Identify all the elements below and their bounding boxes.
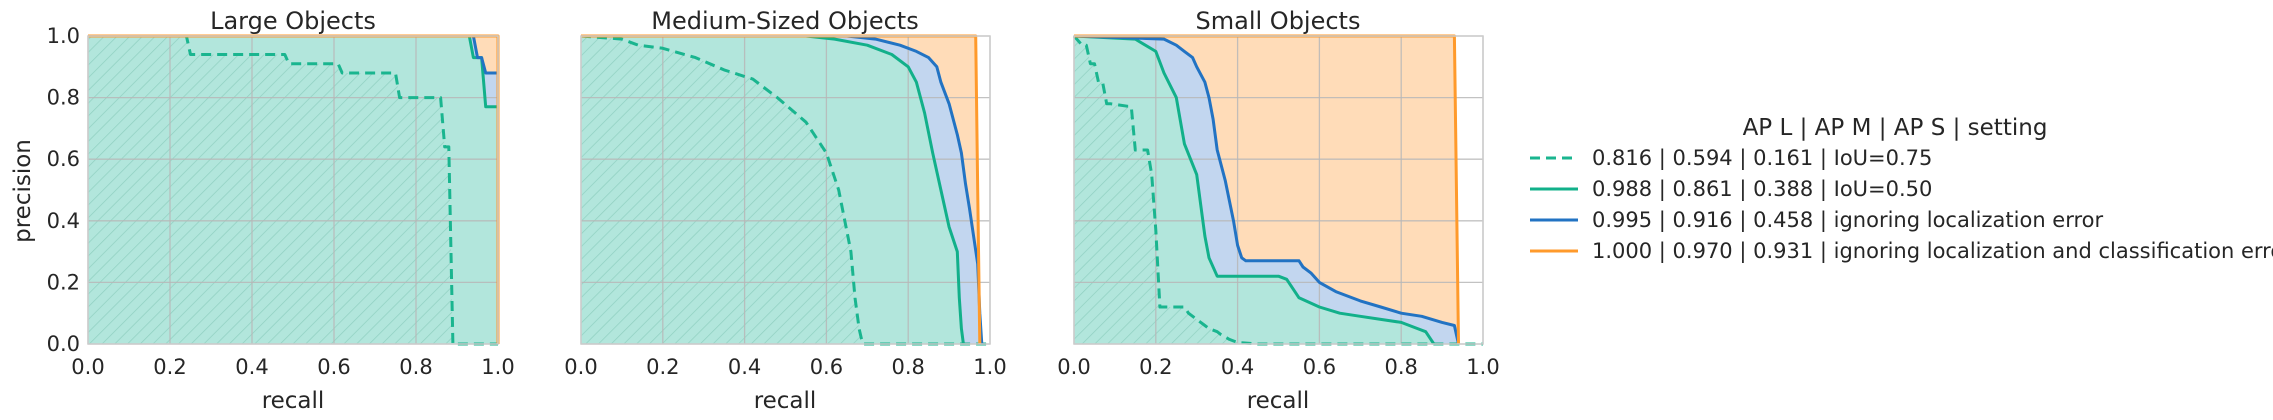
plot-medium-objects: 0.0 0.2 0.4 0.6 0.8 1.0 <box>564 34 1007 379</box>
legend: AP L | AP M | AP S | setting 0.816 | 0.5… <box>1530 115 2273 264</box>
y-axis-label: precision <box>10 139 36 243</box>
plot-frame <box>1073 35 1484 345</box>
series-line-iou50 <box>1073 34 1436 345</box>
plot-large-objects: 0.0 0.2 0.4 0.6 0.8 1.0 0.0 0.2 0.4 0.6 0.8 1.0 <box>47 24 515 379</box>
x-tick-label: 0.2 <box>153 355 186 379</box>
x-axis-label-medium: recall <box>754 388 817 414</box>
x-tick-label: 0.4 <box>1221 355 1254 379</box>
x-tick-label: 0.0 <box>71 355 104 379</box>
x-tick-label: 0.2 <box>1139 355 1172 379</box>
series-line-ign-loc <box>1073 34 1460 345</box>
x-tick-label: 0.0 <box>1057 355 1090 379</box>
x-tick-label: 1.0 <box>973 355 1006 379</box>
x-tick-label: 0.6 <box>317 355 350 379</box>
x-tick-label: 0.6 <box>1303 355 1336 379</box>
legend-label-ign-loc: 0.995 | 0.916 | 0.458 | ignoring localiz… <box>1592 208 2104 233</box>
x-tick-label: 0.4 <box>728 355 761 379</box>
area-hatch-iou75 <box>88 36 498 344</box>
y-tick-label: 0.4 <box>47 209 80 233</box>
y-tick-label: 0.6 <box>47 147 80 171</box>
y-tick-label: 0.0 <box>47 332 80 356</box>
y-tick-label: 0.2 <box>47 270 80 294</box>
x-tick-label: 0.6 <box>810 355 843 379</box>
x-tick-label: 0.0 <box>564 355 597 379</box>
y-tick-label: 0.8 <box>47 86 80 110</box>
x-axis-label-large: recall <box>262 388 325 414</box>
x-tick-label: 0.8 <box>399 355 432 379</box>
legend-title: AP L | AP M | AP S | setting <box>1743 115 2048 141</box>
plot-title-small: Small Objects <box>1196 7 1361 35</box>
legend-label-ign-loc-cls: 1.000 | 0.970 | 0.931 | ignoring localiz… <box>1592 239 2273 264</box>
x-tick-label: 1.0 <box>481 355 514 379</box>
series-line-iou50 <box>581 34 965 345</box>
legend-label-iou50: 0.988 | 0.861 | 0.388 | IoU=0.50 <box>1592 177 1932 202</box>
x-tick-label: 0.8 <box>891 355 924 379</box>
x-tick-label: 0.8 <box>1384 355 1417 379</box>
x-tick-label: 0.4 <box>235 355 268 379</box>
series-line-iou75 <box>88 34 498 346</box>
series-line-ign-loc <box>581 34 984 345</box>
y-tick-label: 1.0 <box>47 24 80 48</box>
area-hatch-iou75 <box>581 36 990 344</box>
area-hatch-iou75 <box>1074 36 1483 344</box>
x-tick-label: 1.0 <box>1466 355 1499 379</box>
plot-frame <box>580 35 991 345</box>
x-axis-label-small: recall <box>1247 388 1310 414</box>
plot-title-large: Large Objects <box>210 7 376 35</box>
plot-frame <box>87 35 499 345</box>
plot-small-objects: 0.0 0.2 0.4 0.6 0.8 1.0 <box>1057 34 1500 379</box>
plot-title-medium: Medium-Sized Objects <box>651 7 918 35</box>
x-tick-label: 0.2 <box>646 355 679 379</box>
legend-label-iou75: 0.816 | 0.594 | 0.161 | IoU=0.75 <box>1592 146 1932 171</box>
series-line-iou75 <box>1072 35 1483 346</box>
area-fill-iou50 <box>1074 36 1434 344</box>
series-line-iou75 <box>580 34 990 346</box>
